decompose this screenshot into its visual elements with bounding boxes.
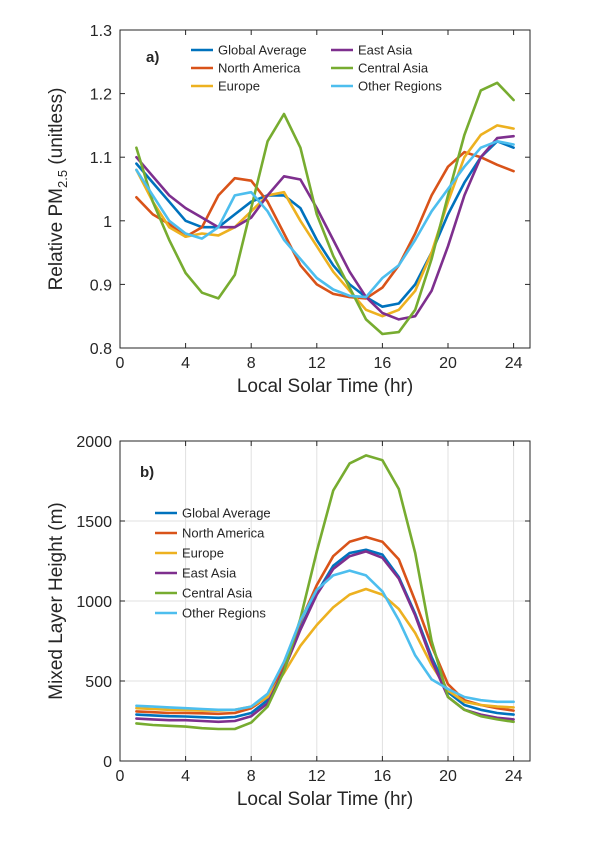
x-tick-label: 20 [439, 768, 457, 785]
x-tick-label: 24 [505, 768, 523, 785]
y-tick-label: 2000 [76, 434, 112, 451]
y-tick-label: 500 [85, 674, 112, 691]
y-tick-label: 0.9 [90, 277, 112, 294]
plot-area-frame [119, 29, 531, 349]
x-tick-label: 4 [181, 768, 190, 785]
legend-label: Other Regions [358, 79, 442, 94]
series-line-global-average [135, 140, 515, 309]
y-tick-label: 1.2 [90, 87, 112, 104]
x-tick-label: 24 [505, 355, 523, 372]
legend-label: North America [218, 61, 301, 76]
x-tick-label: 0 [116, 768, 125, 785]
panel-a-chart: 0 4 8 12 16 20 24 0.8 0.9 1 1.1 1.2 1.3 Local Solar T… [46, 23, 531, 397]
panel-label: a) [146, 49, 159, 66]
y-axis-label-suffix: (unitless) [46, 88, 67, 170]
y-axis-label: Relative PM2.5 (unitless) [46, 88, 70, 291]
y-axis-label: Mixed Layer Height (m) [46, 502, 67, 699]
panel-label: b) [140, 464, 154, 481]
series-line-other-regions [135, 140, 515, 299]
legend-label: Central Asia [182, 586, 253, 601]
series-line-central-asia [135, 454, 515, 731]
y-axis-label-main: Relative PM [46, 188, 67, 290]
legend-label: Europe [182, 546, 224, 561]
series-line-europe [135, 587, 515, 712]
y-tick-label: 1.1 [90, 150, 112, 167]
x-tick-label: 0 [116, 355, 125, 372]
x-tick-label: 16 [374, 355, 392, 372]
y-axis-label-subscript: 2.5 [55, 170, 70, 188]
y-tick-label: 1500 [76, 514, 112, 531]
panel-b-chart: 0 4 8 12 16 20 24 0 500 1000 1500 2000 Local Solar T… [46, 434, 531, 810]
legend-label: Other Regions [182, 606, 266, 621]
series-line-europe [135, 124, 515, 318]
legend-label: North America [182, 526, 265, 541]
legend-label: East Asia [182, 566, 237, 581]
x-axis-label: Local Solar Time (hr) [237, 376, 413, 397]
x-tick-label: 12 [308, 768, 326, 785]
y-tick-label: 0 [103, 754, 112, 771]
x-tick-label: 12 [308, 355, 326, 372]
y-tick-label: 1 [103, 214, 112, 231]
series-line-east-asia [135, 134, 515, 321]
series-line-central-asia [135, 81, 515, 336]
series-line-north-america [135, 150, 515, 300]
y-axis-label-main: Mixed Layer Height (m) [46, 502, 67, 699]
y-tick-label: 1.3 [90, 23, 112, 40]
x-tick-label: 8 [247, 355, 256, 372]
legend-label: East Asia [358, 43, 413, 58]
legend-label: Central Asia [358, 61, 429, 76]
y-tick-label: 0.8 [90, 341, 112, 358]
x-tick-label: 16 [374, 768, 392, 785]
series-line-north-america [135, 535, 515, 716]
series-line-other-regions [135, 569, 515, 712]
legend-label: Europe [218, 79, 260, 94]
x-tick-label: 20 [439, 355, 457, 372]
legend-label: Global Average [218, 43, 307, 58]
x-axis-label: Local Solar Time (hr) [237, 789, 413, 810]
y-tick-label: 1000 [76, 594, 112, 611]
x-tick-label: 4 [181, 355, 190, 372]
x-tick-label: 8 [247, 768, 256, 785]
legend-label: Global Average [182, 506, 271, 521]
